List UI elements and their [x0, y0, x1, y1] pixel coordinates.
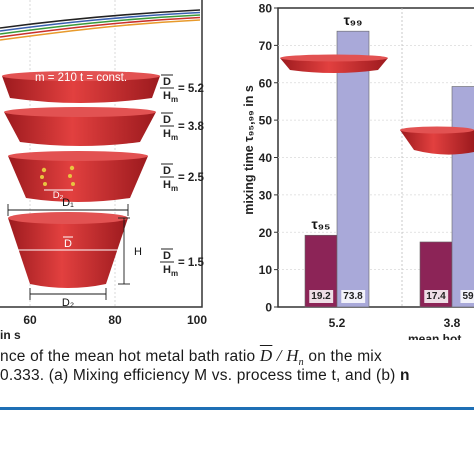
x-tick-60: 60	[23, 313, 37, 327]
left-panel: m = 210 t = const. D₂	[0, 0, 207, 340]
vessel-3-8	[4, 107, 156, 146]
ratio-value: = 5.2	[178, 83, 204, 95]
chart-vessel-3-8	[400, 126, 474, 155]
y-tick-label: 40	[259, 151, 273, 165]
caption-line1-a: nce of the mean hot metal bath ratio	[0, 348, 256, 365]
vessel-1-5: D₁ D H D₂	[7, 197, 142, 309]
dim-h: H	[134, 246, 142, 258]
ratio-value: = 2.5	[178, 172, 205, 184]
x-axis-unit: in s	[0, 328, 21, 340]
ratio-num: D	[163, 114, 171, 126]
ratio-value: = 1.5	[178, 257, 205, 269]
y-tick-label: 50	[259, 114, 273, 128]
caption-ratio-den: H	[286, 346, 299, 365]
mixing-curve	[0, 16, 201, 38]
vessel-2-5: D₂	[8, 151, 148, 202]
ratio-label: DH m= 5.2	[160, 74, 204, 104]
gas-plug-icon	[40, 165, 75, 186]
y-tick-label: 0	[265, 301, 272, 315]
value-label-box	[309, 290, 334, 303]
value-label-box	[424, 290, 449, 303]
bar-value-label: 17.4	[426, 291, 446, 302]
x-category-label: 3.8	[444, 316, 461, 330]
ratio-den: H	[163, 128, 171, 140]
value-label-box	[460, 290, 474, 303]
series-label: τ₉₅	[312, 216, 331, 232]
chart-vessel-5-2	[280, 54, 388, 73]
left-x-axis: 60 80 100 in s	[0, 313, 207, 340]
y-tick-label: 70	[259, 39, 273, 53]
dim-d2: D₂	[62, 297, 74, 309]
ratio-label: DH m= 3.8	[160, 112, 205, 142]
ratio-label: DH m= 1.5	[160, 248, 205, 278]
dim-d: D	[64, 238, 72, 250]
caption-line-2: 0.333. (a) Mixing efficiency M vs. proce…	[0, 367, 474, 385]
dim-d1: D₁	[62, 197, 74, 209]
bar-chart: 0 10 20 30 40 50 60 70 80 19.2 73.8 5.2 17.4 59 3.8 τ₉₅…	[259, 2, 474, 340]
ratio-den-sub: m	[171, 269, 178, 278]
ratio-num: D	[163, 250, 171, 262]
figure: m = 210 t = const. D₂	[0, 0, 474, 340]
ratio-labels: DH m= 5.2DH m= 3.8DH m= 2.5DH m= 1.5	[160, 74, 205, 278]
ratio-den: H	[163, 90, 171, 102]
bar	[336, 30, 370, 308]
mixing-curve	[0, 14, 201, 35]
ratio-label: DH m= 2.5	[160, 163, 205, 193]
y-axis-label: mixing time τ₉₅,₉₉ in s	[242, 85, 256, 215]
caption-line2-a: 0.333. (a) Mixing efficiency M vs. proce…	[0, 367, 396, 384]
mixing-curve	[0, 9, 201, 29]
caption-rule	[0, 407, 474, 410]
series-label: τ₉₉	[344, 12, 363, 28]
caption-line1-b: on the mix	[308, 348, 382, 365]
bar	[451, 86, 474, 308]
caption-line-1: nce of the mean hot metal bath ratio D /…	[0, 346, 474, 368]
caption-ratio: D	[259, 346, 273, 365]
x-axis-title: mean hot	[408, 332, 461, 340]
ratio-den-sub: m	[171, 133, 178, 142]
mixing-curves	[0, 9, 201, 41]
ratio-value: = 3.8	[178, 121, 205, 133]
ratio-den-sub: m	[171, 184, 178, 193]
y-tick-label: 10	[259, 263, 273, 277]
y-tick-label: 20	[259, 226, 273, 240]
mixing-curve	[0, 11, 201, 32]
mixing-curve	[0, 19, 201, 41]
ratio-den: H	[163, 179, 171, 191]
bar-value-label: 19.2	[311, 291, 331, 302]
y-tick-label: 60	[259, 76, 273, 90]
ratio-num: D	[163, 165, 171, 177]
vessel-label: m = 210 t = const.	[35, 72, 127, 84]
x-tick-100: 100	[187, 313, 207, 327]
bar-value-label: 59	[462, 291, 474, 302]
y-tick-label: 80	[259, 2, 273, 16]
ratio-den-sub: m	[171, 95, 178, 104]
ratio-num: D	[163, 76, 171, 88]
bar-value-label: 73.8	[343, 291, 363, 302]
ratio-den: H	[163, 264, 171, 276]
plug-distance-label: D₂	[53, 190, 64, 201]
caption-ratio-sub: n	[298, 357, 304, 369]
y-tick-label: 30	[259, 188, 273, 202]
x-category-label: 5.2	[329, 316, 346, 330]
vessel-5-2: m = 210 t = const.	[2, 71, 160, 103]
caption-line2-bold: n	[400, 367, 410, 384]
right-panel: mixing time τ₉₅,₉₉ in s 0 10 20 30 40 50 60 70 8…	[242, 2, 474, 340]
x-tick-80: 80	[108, 313, 122, 327]
value-label-box	[341, 290, 366, 303]
caption-slash: /	[272, 346, 287, 365]
